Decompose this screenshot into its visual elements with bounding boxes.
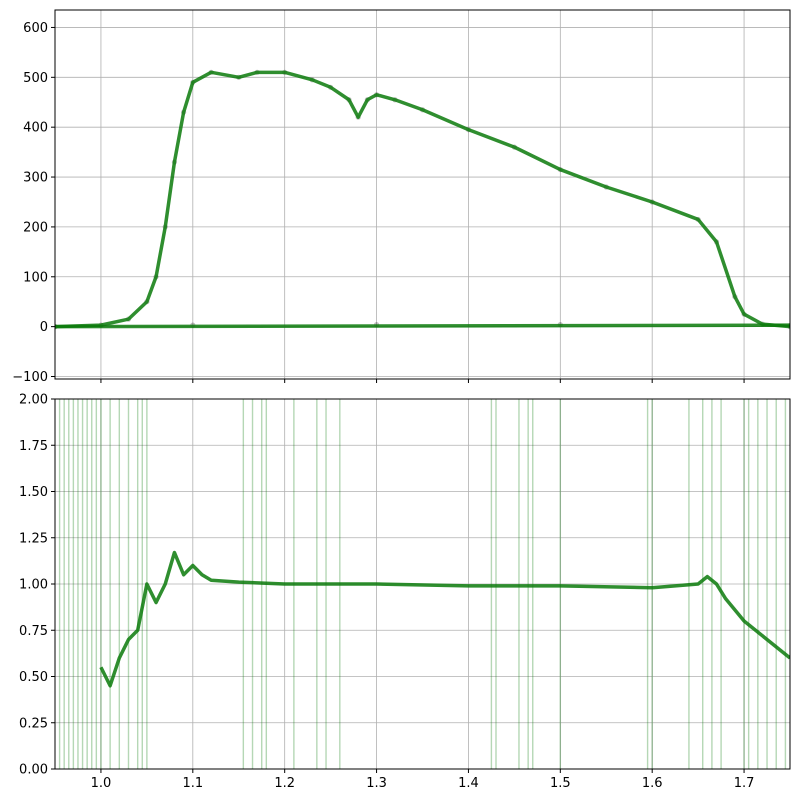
bottom-panel: 1.0 1.1 1.2 1.3 1.4 1.5 1.6 1.7 0.00 0.25 0.50 0.75… (19, 393, 791, 791)
x-tick-label: 1.1 (182, 776, 203, 791)
y-tick-label: 1.25 (19, 531, 48, 546)
y-tick-label: 0.50 (19, 670, 48, 685)
top-axes-frame (54, 9, 791, 380)
bottom-plot-area (55, 399, 790, 769)
x-tick-label: 1.0 (91, 776, 112, 791)
x-tick-label: 1.6 (642, 776, 663, 791)
x-tick-label: 1.2 (274, 776, 295, 791)
y-tick-label: 0.75 (19, 624, 48, 639)
y-tick-label: 600 (23, 21, 48, 36)
x-tick-label: 1.4 (458, 776, 479, 791)
y-tick-label: 300 (23, 171, 48, 186)
series-line (55, 70, 790, 329)
y-tick-label: 400 (23, 121, 48, 136)
y-tick-label: 200 (23, 220, 48, 235)
y-tick-label: 500 (23, 71, 48, 86)
y-tick-label: −100 (12, 370, 48, 385)
y-tick-label: 1.50 (19, 485, 48, 500)
y-tick-label: 2.00 (19, 393, 48, 408)
top-plot-area (55, 10, 790, 379)
y-tick-label: 1.00 (19, 578, 48, 593)
y-tick-label: 0.00 (19, 763, 48, 778)
y-tick-label: 1.75 (19, 439, 48, 454)
y-tick-label: 0.25 (19, 716, 48, 731)
series-line (99, 550, 790, 688)
x-tick-label: 1.7 (734, 776, 755, 791)
y-tick-label: 100 (23, 270, 48, 285)
x-tick-label: 1.5 (550, 776, 571, 791)
x-tick-label: 1.3 (366, 776, 387, 791)
top-panel: −100 0 100 200 300 400 500 600 (12, 9, 791, 385)
y-tick-label: 0 (40, 320, 48, 335)
series-line (55, 323, 790, 329)
